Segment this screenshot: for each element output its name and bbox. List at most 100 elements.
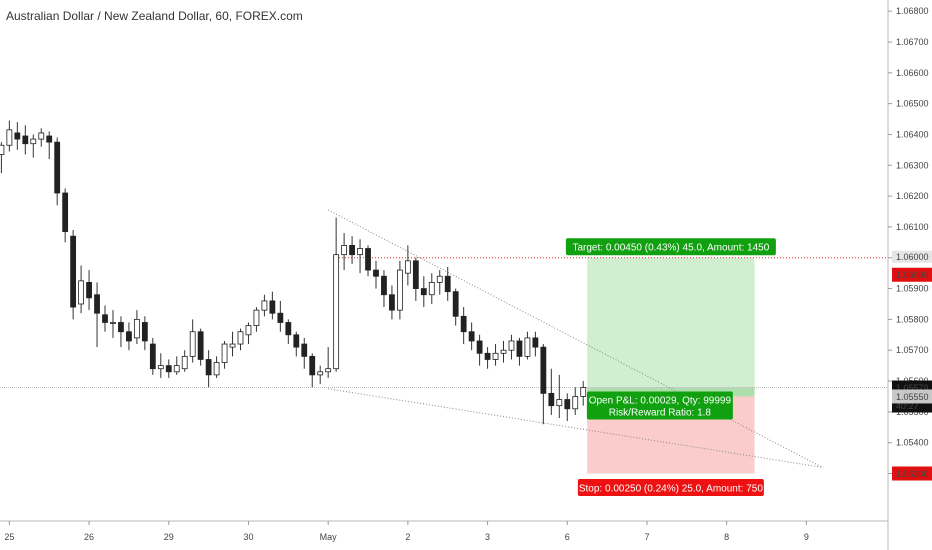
candle-body <box>301 343 308 357</box>
chart-title: Australian Dollar / New Zealand Dollar, … <box>6 9 303 23</box>
candle-body <box>133 318 140 339</box>
time-tick-label: 26 <box>84 532 94 542</box>
target-price-box-text: 1.06000 <box>896 252 929 262</box>
candle-body <box>22 135 29 145</box>
time-tick-label: 2 <box>405 532 410 542</box>
price-tick-label: 1.06800 <box>896 6 929 16</box>
candle-body <box>102 314 108 323</box>
time-tick-label: 7 <box>644 532 649 542</box>
candle-body <box>126 331 132 342</box>
candle-body <box>580 387 587 397</box>
candle-body <box>444 275 451 293</box>
time-tick-label: 25 <box>4 532 14 542</box>
candle-body <box>365 248 371 271</box>
candle-body <box>46 135 53 143</box>
price-tick-label: 1.06100 <box>896 222 929 232</box>
candle-body <box>141 322 148 342</box>
price-tick-label: 1.06300 <box>896 160 929 170</box>
candle-body <box>516 340 523 357</box>
candle-body <box>269 300 276 314</box>
candle-body <box>54 141 61 194</box>
entry-price-badge <box>892 389 932 404</box>
candle-body <box>468 331 475 342</box>
candle-body <box>181 355 188 370</box>
candle-body <box>62 192 69 232</box>
candle-body <box>309 355 316 376</box>
target-label-text: Target: 0.00450 (0.43%) 45.0, Amount: 14… <box>572 243 769 254</box>
time-tick-label: 8 <box>724 532 729 542</box>
candle-body <box>412 260 419 289</box>
entry-price-badge-text: 1.05550 <box>896 392 929 402</box>
price-tick-label: 1.06500 <box>896 99 929 109</box>
pnl-label-text: Risk/Reward Ratio: 1.8 <box>609 407 712 418</box>
price-tick-label: 1.06200 <box>896 191 929 201</box>
time-tick-label: 30 <box>243 532 253 542</box>
candle-body <box>6 129 13 146</box>
candle-body <box>118 322 124 333</box>
candle-body <box>325 368 332 373</box>
pnl-label <box>586 391 733 420</box>
candle-body <box>213 362 220 376</box>
candle-body <box>428 282 435 296</box>
candle-body <box>381 275 387 296</box>
candle-body <box>94 294 100 314</box>
candle-body <box>436 275 443 283</box>
candle-body <box>476 340 483 354</box>
candle-body <box>508 340 515 351</box>
candle-body <box>404 260 411 274</box>
pnl-label-text: Open P&L: 0.00029, Qty: 99999 <box>589 395 732 406</box>
countdown-badge-text: 40:27 <box>896 401 919 411</box>
candle-body <box>460 315 467 333</box>
target-price-box <box>892 250 932 263</box>
candle-body <box>245 325 252 336</box>
target-label <box>565 238 776 256</box>
candle-body <box>0 144 5 155</box>
candle-body <box>564 399 571 410</box>
candle-body <box>157 365 164 370</box>
target-zone[interactable] <box>587 257 755 397</box>
candle-body <box>532 337 539 348</box>
stop-price-badge <box>892 466 932 481</box>
candle-body <box>229 343 236 348</box>
candle-body <box>70 235 77 308</box>
candle-body <box>78 280 84 305</box>
candle-body <box>484 352 491 360</box>
stop-label-text: Stop: 0.00250 (0.24%) 25.0, Amount: 750 <box>579 484 763 495</box>
stop-price-badge-text: 1.05300 <box>896 469 929 479</box>
candle-body <box>317 371 324 376</box>
candle-body <box>548 392 555 407</box>
candle-body <box>237 331 244 345</box>
candle-body <box>341 245 348 256</box>
candle-body <box>396 269 403 311</box>
time-tick-label: 9 <box>804 532 809 542</box>
candle-body <box>293 334 300 348</box>
candle-body <box>205 359 212 376</box>
current-price-badge-text: 1.05579 <box>896 383 929 393</box>
candle-body <box>197 331 204 360</box>
price-tick-label: 1.05700 <box>896 345 929 355</box>
time-tick-label: May <box>320 532 338 542</box>
candle-body <box>14 132 21 140</box>
candle-body <box>86 282 92 299</box>
candle-body <box>492 352 499 360</box>
candle-body <box>420 288 427 296</box>
target-price-badge <box>892 267 932 282</box>
candle-body <box>277 312 284 323</box>
candle-body <box>285 322 292 336</box>
time-tick-label: 29 <box>164 532 174 542</box>
candle-body <box>253 309 260 326</box>
candle-body <box>556 399 563 407</box>
candle-body <box>110 322 116 324</box>
candle-body <box>261 300 268 311</box>
candle-body <box>349 245 355 256</box>
candle-body <box>173 365 180 373</box>
price-tick-label: 1.05900 <box>896 284 929 294</box>
candle-body <box>373 269 379 277</box>
candle-body <box>500 349 507 354</box>
candle-body <box>572 396 579 410</box>
price-tick-label: 1.05800 <box>896 314 929 324</box>
price-tick-label: 1.06600 <box>896 68 929 78</box>
candle-body <box>165 365 172 373</box>
